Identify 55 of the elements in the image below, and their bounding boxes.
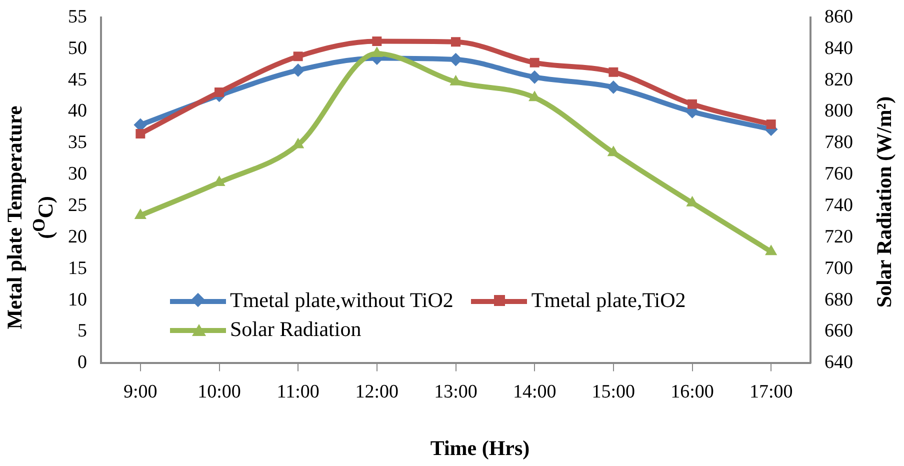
point	[766, 120, 776, 130]
point	[134, 208, 146, 219]
x-tick-label: 16:00	[670, 382, 714, 403]
y2-tick-label: 860	[824, 6, 853, 28]
y-tick-label: 5	[78, 320, 87, 342]
legend-label: Tmetal plate,TiO2	[531, 288, 686, 313]
y2-tick-label: 640	[824, 352, 853, 374]
x-tick-label: 11:00	[276, 382, 320, 403]
y-tick-label: 50	[68, 38, 87, 59]
x-axis-title: Time (Hrs)	[429, 436, 531, 460]
point	[372, 36, 382, 46]
y-tick-label: 40	[68, 100, 87, 122]
x-tick-label: 12:00	[355, 382, 399, 403]
y2-tick-label: 700	[824, 258, 853, 279]
y-tick-label: 45	[68, 69, 87, 90]
y-tick-label: 15	[68, 258, 87, 279]
point	[450, 75, 462, 86]
x-tick-label: 13:00	[434, 382, 478, 403]
y2-tick-label: 740	[824, 195, 853, 216]
y-tick-label: 35	[68, 132, 87, 154]
y2-axis-title: Solar Radiation (W/m²)	[872, 95, 896, 310]
point	[451, 37, 460, 47]
y2-tick-label: 660	[824, 320, 853, 342]
y-tick-label: 0	[78, 352, 87, 374]
point	[292, 64, 305, 77]
y2-tick-label: 780	[824, 132, 853, 154]
y-tick-label: 20	[68, 226, 87, 248]
point	[136, 128, 146, 138]
y2-tick-label: 680	[824, 289, 853, 310]
point	[765, 245, 777, 256]
y-tick-label: 10	[68, 289, 87, 310]
point	[528, 70, 542, 84]
legend-label: Solar Radiation	[230, 317, 362, 342]
x-tick-label: 10:00	[198, 382, 241, 403]
y-tick-label: 55	[68, 6, 87, 28]
point	[608, 67, 618, 77]
point	[606, 80, 620, 94]
x-tick-label: 14:00	[512, 382, 556, 403]
y-tick-label: 30	[68, 164, 87, 185]
x-tick-label: 17:00	[749, 382, 793, 403]
point	[371, 47, 383, 58]
x-tick-label: 9:00	[124, 382, 158, 403]
y2-tick-label: 800	[824, 100, 853, 122]
y2-tick-label: 820	[824, 69, 853, 90]
point	[293, 52, 303, 62]
y2-tick-label: 720	[824, 226, 853, 248]
point	[530, 58, 540, 68]
y-tick-label: 25	[68, 195, 87, 216]
point	[214, 87, 224, 97]
point	[688, 99, 697, 109]
legend-label: Tmetal plate,without TiO2	[230, 288, 454, 313]
point	[449, 53, 462, 66]
y2-tick-label: 840	[824, 38, 853, 59]
y2-tick-label: 760	[824, 164, 853, 185]
x-tick-label: 15:00	[592, 382, 636, 403]
